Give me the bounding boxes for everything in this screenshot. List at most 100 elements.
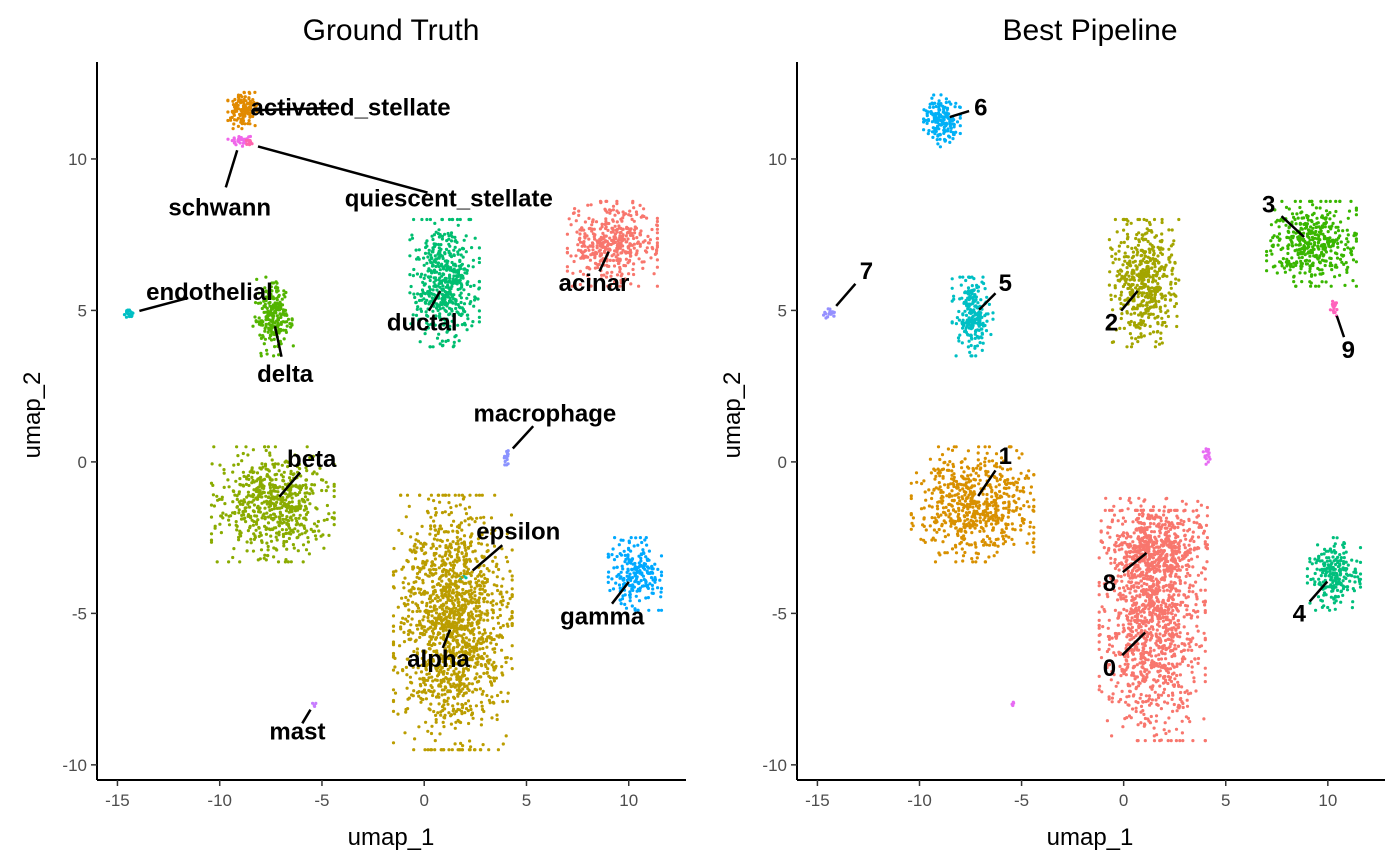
data-point <box>1174 587 1178 591</box>
data-point <box>244 482 248 486</box>
data-point <box>1187 558 1191 563</box>
data-point <box>628 593 632 597</box>
data-point <box>448 682 452 686</box>
data-point <box>1118 664 1122 669</box>
data-point <box>467 611 471 616</box>
data-point <box>461 618 465 622</box>
data-point <box>617 224 621 228</box>
data-point <box>1167 662 1171 666</box>
data-point <box>481 743 485 747</box>
data-point <box>457 720 462 724</box>
data-point <box>270 478 274 482</box>
data-point <box>1166 701 1170 705</box>
data-point <box>462 632 466 636</box>
data-point <box>1152 734 1156 738</box>
data-point <box>485 567 489 571</box>
data-point <box>452 340 456 344</box>
data-point <box>423 273 427 277</box>
data-point <box>1148 618 1152 622</box>
data-point <box>432 608 436 612</box>
y-tick-label: -10 <box>62 756 87 775</box>
data-point <box>437 631 441 635</box>
data-point <box>1157 674 1162 678</box>
data-point <box>422 681 426 685</box>
data-point <box>280 528 284 532</box>
data-point <box>434 568 438 572</box>
data-point <box>1121 630 1125 634</box>
data-point <box>497 635 501 639</box>
data-point <box>271 518 275 522</box>
data-point <box>656 567 660 572</box>
data-point <box>229 118 233 122</box>
data-point <box>396 671 400 675</box>
data-point <box>1159 657 1164 661</box>
data-point <box>606 575 610 579</box>
data-point <box>272 465 276 469</box>
data-point <box>505 454 509 458</box>
data-point <box>1183 690 1187 695</box>
data-point <box>463 507 467 511</box>
data-point <box>263 297 268 301</box>
data-point <box>456 585 460 589</box>
data-point <box>629 254 633 258</box>
data-point <box>424 720 428 724</box>
data-point <box>638 244 642 248</box>
data-point <box>459 282 463 286</box>
data-point <box>578 240 583 244</box>
data-point <box>604 275 609 279</box>
data-point <box>474 614 478 618</box>
data-point <box>253 301 258 305</box>
data-point <box>440 510 445 515</box>
data-point <box>1156 617 1160 621</box>
data-point <box>470 682 474 686</box>
data-point <box>272 354 276 358</box>
data-point <box>632 206 636 210</box>
data-point <box>1138 593 1142 597</box>
data-point <box>233 511 237 515</box>
data-point <box>417 694 421 698</box>
data-point <box>241 121 245 125</box>
data-point <box>267 328 271 332</box>
data-point <box>621 227 625 231</box>
data-point <box>653 562 657 566</box>
data-point <box>278 300 282 304</box>
data-point <box>391 688 396 692</box>
data-point <box>485 645 489 649</box>
data-point <box>455 535 459 540</box>
data-point <box>406 614 411 618</box>
data-point <box>1157 620 1161 624</box>
data-point <box>609 209 613 213</box>
data-point <box>443 685 447 689</box>
data-point <box>628 590 632 594</box>
data-point <box>622 549 626 553</box>
data-point <box>632 544 636 548</box>
data-point <box>652 272 656 276</box>
data-point <box>608 258 612 262</box>
data-point <box>260 323 265 327</box>
data-point <box>1177 684 1181 689</box>
cluster-label: ductal <box>387 310 458 337</box>
data-point <box>458 248 462 252</box>
data-point <box>426 511 430 515</box>
data-point <box>231 127 235 131</box>
data-point <box>1176 644 1181 648</box>
data-point <box>1136 585 1141 590</box>
data-point <box>477 493 482 497</box>
data-point <box>611 241 615 245</box>
data-point <box>433 506 437 511</box>
data-point <box>438 598 442 602</box>
data-point <box>615 554 619 559</box>
data-point <box>460 612 464 616</box>
data-point <box>452 629 456 633</box>
data-point <box>433 616 437 620</box>
data-point <box>1200 571 1204 575</box>
data-point <box>278 506 282 510</box>
data-point <box>1183 657 1187 661</box>
data-point <box>571 271 575 275</box>
data-point <box>489 680 493 684</box>
data-point <box>319 478 324 482</box>
data-point <box>433 524 437 528</box>
data-point <box>460 528 464 532</box>
data-point <box>413 591 417 595</box>
data-point <box>288 491 292 495</box>
